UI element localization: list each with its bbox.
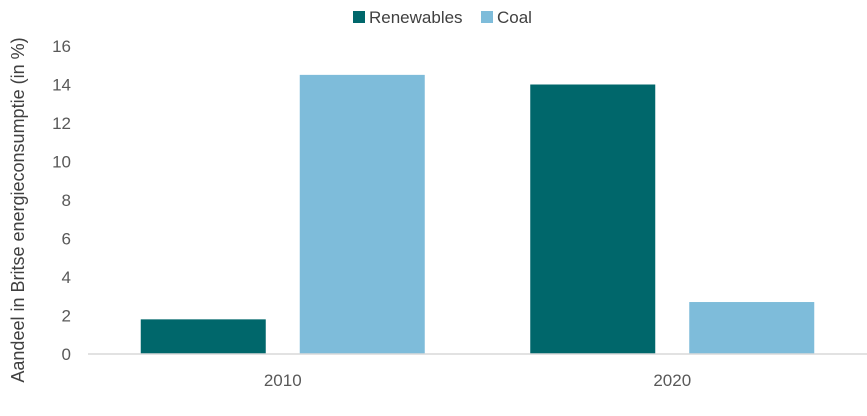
y-tick-label: 2 <box>62 307 71 326</box>
bar-coal-2010 <box>299 74 425 354</box>
x-tick-label: 2020 <box>653 371 691 390</box>
bars <box>140 74 815 354</box>
y-tick-label: 16 <box>52 37 71 56</box>
y-tick-label: 0 <box>62 345 71 364</box>
bar-renewables-2020 <box>530 84 656 354</box>
x-axis-ticks: 2010 2020 <box>264 371 691 390</box>
y-tick-label: 10 <box>52 153 71 172</box>
bar-coal-2020 <box>689 302 815 354</box>
y-tick-label: 8 <box>62 191 71 210</box>
y-tick-label: 6 <box>62 230 71 249</box>
bar-renewables-2010 <box>140 319 266 354</box>
y-axis-ticks: 0 2 4 6 8 10 12 14 16 <box>52 37 71 364</box>
x-tick-label: 2010 <box>264 371 302 390</box>
legend: Renewables Coal <box>353 8 532 27</box>
legend-swatch-renewables <box>353 11 365 23</box>
legend-label-renewables: Renewables <box>369 8 463 27</box>
y-tick-label: 14 <box>52 76 71 95</box>
legend-swatch-coal <box>481 11 493 23</box>
y-axis-label: Aandeel in Britse energieconsumptie (in … <box>8 37 28 382</box>
y-tick-label: 4 <box>62 268 71 287</box>
legend-label-coal: Coal <box>497 8 532 27</box>
y-tick-label: 12 <box>52 114 71 133</box>
